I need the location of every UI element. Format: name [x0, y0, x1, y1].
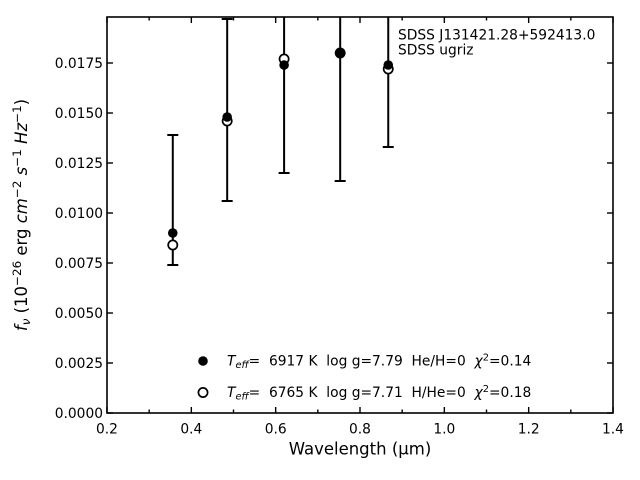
error-bars-group	[167, 17, 394, 266]
markers-group	[167, 47, 394, 251]
y-tick-label: 0.0000	[55, 406, 103, 422]
data-point-filled-circle	[222, 112, 232, 122]
y-axis-label: fν (10−26 erg cm−2 s−1 Hz−1)	[10, 99, 33, 331]
y-tick-label: 0.0125	[55, 156, 103, 172]
data-point-filled-circle	[167, 228, 178, 238]
y-tick-label: 0.0100	[55, 206, 103, 222]
x-tick-label: 0.8	[349, 422, 371, 438]
y-tick-label: 0.0050	[55, 306, 103, 322]
legend-marker-filled-circle	[198, 356, 208, 366]
y-tick-label: 0.0175	[55, 56, 103, 72]
x-tick-label: 1.2	[518, 422, 540, 438]
legend-entry-text: Teff= 6917 K log g=7.79 He/H=0 χ2=0.14	[227, 353, 531, 372]
y-tick-label: 0.0075	[55, 256, 103, 272]
x-tick-label: 0.6	[265, 422, 287, 438]
x-axis-label: Wavelength (μm)	[289, 440, 432, 459]
data-point-filled-circle	[383, 60, 394, 70]
x-tick-label: 0.2	[96, 422, 118, 438]
data-point-open-circle	[167, 239, 179, 251]
x-tick-label: 1.0	[433, 422, 455, 438]
x-tick-label: 1.4	[602, 422, 624, 438]
y-tick-label: 0.0025	[55, 356, 103, 372]
legend-marker-open-circle	[197, 387, 209, 398]
target-name-annotation: SDSS J131421.28+592413.0	[398, 28, 595, 44]
data-point-filled-circle	[335, 48, 345, 58]
y-tick-label: 0.0150	[55, 106, 103, 122]
x-tick-label: 0.4	[180, 422, 202, 438]
data-point-filled-circle	[279, 60, 289, 70]
legend-entry-text: Teff= 6765 K log g=7.71 H/He=0 χ2=0.18	[227, 384, 531, 403]
filter-set-annotation: SDSS ugriz	[398, 43, 474, 59]
